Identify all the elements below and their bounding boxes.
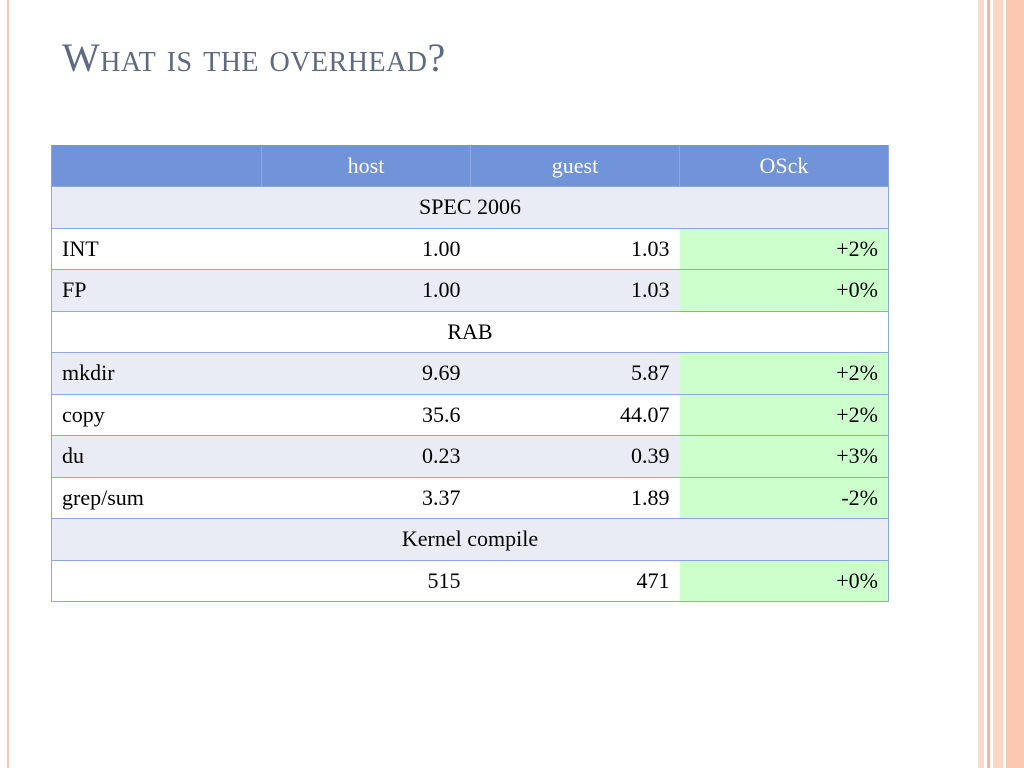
value-cell: +2% — [679, 352, 889, 395]
row-label: FP — [51, 269, 262, 312]
value-cell: -2% — [679, 477, 889, 519]
data-row: INT 1.00 1.03 +2% — [51, 228, 889, 270]
value-cell: 9.69 — [261, 352, 471, 395]
row-label: grep/sum — [51, 477, 262, 519]
row-label: INT — [51, 228, 262, 270]
header-cell: OSck — [679, 145, 889, 187]
value-cell: +3% — [679, 435, 889, 478]
edge-line — [7, 0, 9, 768]
header-cell — [51, 145, 262, 187]
section-row: RAB — [51, 311, 889, 353]
section-heading: Kernel compile — [51, 518, 889, 561]
header-cell: host — [261, 145, 471, 187]
value-cell: 1.03 — [470, 228, 680, 270]
slide-title: What is the overhead? — [62, 35, 446, 80]
value-cell: 0.39 — [470, 435, 680, 478]
value-cell: +0% — [679, 560, 889, 602]
value-cell: 1.03 — [470, 269, 680, 312]
data-row: grep/sum 3.37 1.89 -2% — [51, 477, 889, 519]
value-cell: 1.00 — [261, 269, 471, 312]
row-label: du — [51, 435, 262, 478]
value-cell: +2% — [679, 394, 889, 436]
row-label — [51, 560, 262, 602]
edge-stripe — [1006, 0, 1024, 768]
section-row: Kernel compile — [51, 518, 889, 561]
value-cell: 0.23 — [261, 435, 471, 478]
edge-stripe — [993, 0, 1003, 768]
value-cell: +2% — [679, 228, 889, 270]
section-heading: SPEC 2006 — [51, 186, 889, 229]
results-table: host guest OSck SPEC 2006 INT 1.00 1.03 +2% FP 1… — [51, 145, 889, 602]
data-row: mkdir 9.69 5.87 +2% — [51, 352, 889, 395]
section-heading: RAB — [51, 311, 889, 353]
section-row: SPEC 2006 — [51, 186, 889, 229]
value-cell: 515 — [261, 560, 471, 602]
edge-stripe — [987, 0, 990, 768]
value-cell: 44.07 — [470, 394, 680, 436]
data-row: FP 1.00 1.03 +0% — [51, 269, 889, 312]
value-cell: 1.89 — [470, 477, 680, 519]
header-cell: guest — [470, 145, 680, 187]
data-row: du 0.23 0.39 +3% — [51, 435, 889, 478]
edge-stripe — [978, 0, 984, 768]
value-cell: 5.87 — [470, 352, 680, 395]
row-label: mkdir — [51, 352, 262, 395]
value-cell: 35.6 — [261, 394, 471, 436]
value-cell: 3.37 — [261, 477, 471, 519]
row-label: copy — [51, 394, 262, 436]
header-row: host guest OSck — [51, 145, 889, 187]
data-row: 515 471 +0% — [51, 560, 889, 602]
value-cell: +0% — [679, 269, 889, 312]
value-cell: 1.00 — [261, 228, 471, 270]
value-cell: 471 — [470, 560, 680, 602]
data-row: copy 35.6 44.07 +2% — [51, 394, 889, 436]
